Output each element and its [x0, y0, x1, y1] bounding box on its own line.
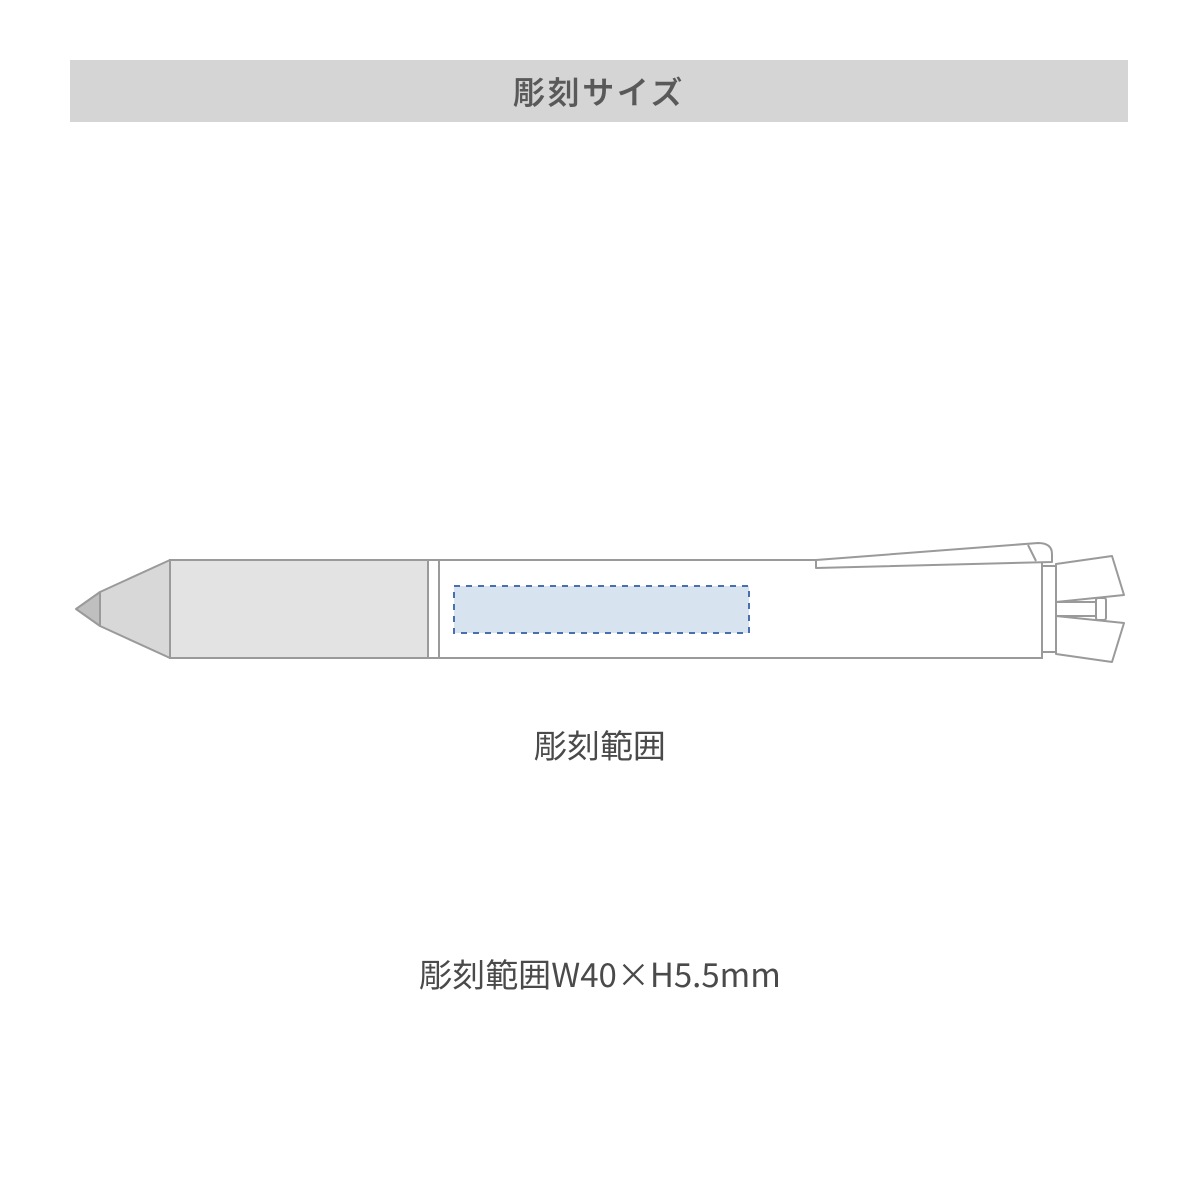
title-text: 彫刻サイズ	[513, 68, 685, 114]
engraving-dimensions-label: 彫刻範囲W40×H5.5mm	[0, 949, 1200, 997]
pen-diagram	[74, 534, 1134, 684]
engraving-range-label: 彫刻範囲	[0, 720, 1200, 768]
title-bar: 彫刻サイズ	[70, 60, 1128, 122]
pen-svg	[74, 534, 1134, 684]
